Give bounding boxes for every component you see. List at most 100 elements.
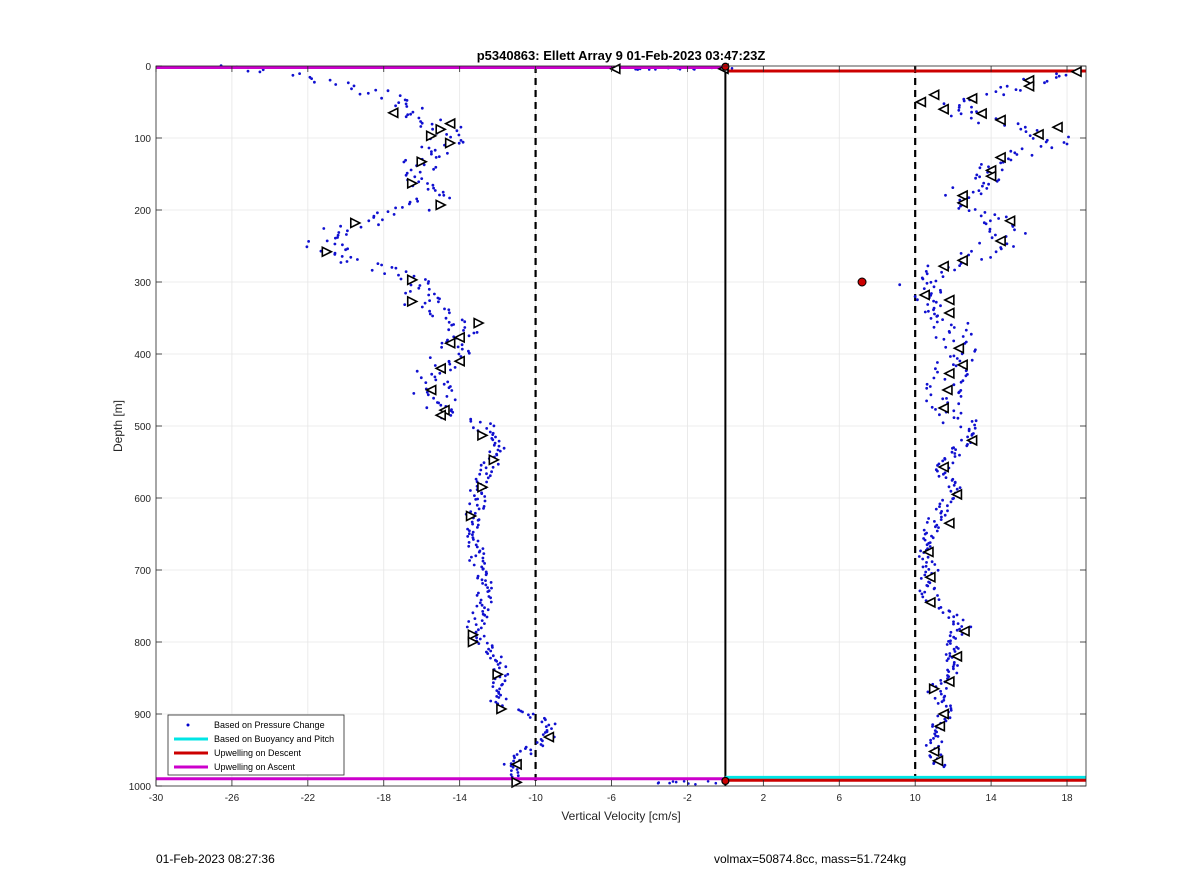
pressure-change-point: [409, 112, 412, 116]
pressure-change-point: [541, 733, 545, 736]
pressure-change-point: [424, 381, 428, 384]
pressure-change-point: [453, 398, 457, 402]
pressure-change-point: [544, 725, 548, 728]
pressure-change-point: [485, 615, 489, 619]
pressure-change-point: [432, 396, 435, 400]
pressure-change-point: [383, 272, 386, 275]
pressure-change-point: [517, 708, 520, 712]
pressure-change-point: [953, 650, 957, 653]
pressure-change-point: [488, 474, 492, 478]
triangle-marker: [510, 758, 522, 771]
pressure-change-point: [502, 446, 506, 450]
pressure-change-point: [489, 656, 492, 660]
pressure-change-point: [475, 604, 479, 608]
pressure-change-point: [472, 426, 475, 430]
triangle-marker: [467, 629, 480, 641]
x-tick-label: 10: [910, 793, 922, 804]
pressure-change-point: [529, 748, 533, 752]
pressure-change-point: [952, 615, 956, 619]
pressure-change-point: [927, 309, 930, 313]
pressure-change-point: [420, 177, 424, 181]
pressure-change-point: [366, 91, 370, 95]
pressure-change-point: [919, 577, 923, 580]
y-tick-label: 400: [134, 350, 151, 361]
pressure-change-point: [457, 352, 461, 356]
pressure-change-point: [973, 426, 977, 430]
triangle-marker: [965, 434, 978, 447]
pressure-change-point: [977, 121, 980, 125]
pressure-change-point: [960, 625, 964, 628]
horizontal-lines: [156, 65, 1086, 782]
pressure-change-point: [492, 443, 496, 447]
pressure-change-point: [1019, 127, 1023, 131]
pressure-change-point: [1014, 88, 1018, 91]
pressure-change-point: [1050, 146, 1054, 150]
pressure-change-point: [420, 305, 424, 309]
pressure-change-point: [476, 576, 479, 580]
pressure-change-point: [959, 395, 963, 398]
pressure-change-point: [960, 438, 963, 442]
pressure-change-point: [397, 101, 401, 104]
pressure-change-point: [437, 300, 440, 304]
pressure-change-point: [469, 510, 473, 513]
pressure-change-point: [423, 301, 427, 305]
x-tick-label: -18: [377, 793, 392, 804]
pressure-change-point: [989, 219, 992, 223]
pressure-change-point: [1035, 129, 1039, 132]
pressure-change-point: [499, 693, 502, 697]
pressure-change-point: [394, 104, 397, 108]
footer-stats: volmax=50874.8cc, mass=51.724kg: [714, 852, 907, 866]
triangle-marker: [416, 155, 429, 168]
pressure-change-point: [419, 125, 423, 128]
pressure-change-point: [934, 525, 937, 529]
triangle-marker: [994, 114, 1006, 126]
pressure-change-point: [929, 294, 933, 297]
pressure-change-point: [925, 561, 928, 564]
pressure-change-point: [359, 225, 363, 229]
pressure-change-point: [380, 263, 383, 267]
pressure-change-point: [498, 449, 502, 453]
pressure-change-point: [497, 696, 501, 699]
pressure-change-point: [491, 685, 495, 688]
pressure-change-point: [956, 416, 960, 420]
triangle-marker: [496, 703, 508, 715]
pressure-change-point: [420, 106, 424, 110]
pressure-change-point: [467, 351, 471, 355]
pressure-change-point: [434, 378, 438, 382]
pressure-change-point: [468, 529, 471, 533]
pressure-change-point: [486, 476, 490, 480]
pressure-change-point: [947, 616, 951, 619]
pressure-change-point: [936, 469, 939, 473]
pressure-change-point: [925, 382, 929, 386]
pressure-change-point: [333, 242, 337, 246]
pressure-change-point: [965, 444, 969, 448]
surface-zero-point: [721, 62, 730, 71]
pressure-change-point: [933, 696, 937, 700]
pressure-change-point: [346, 81, 350, 85]
pressure-change-point: [550, 727, 553, 730]
pressure-change-point: [482, 552, 486, 555]
triangle-marker: [473, 317, 485, 329]
pressure-change-point: [951, 665, 955, 668]
pressure-change-point: [952, 409, 956, 413]
pressure-change-point: [978, 241, 981, 245]
pressure-change-point: [1005, 242, 1009, 246]
pressure-change-point: [1039, 145, 1043, 148]
pressure-change-point: [1012, 245, 1015, 248]
pressure-change-point: [942, 696, 946, 699]
pressure-change-point: [1016, 122, 1020, 126]
pressure-change-point: [941, 498, 944, 502]
pressure-change-point: [949, 708, 953, 712]
pressure-change-point: [959, 204, 962, 208]
pressure-change-point: [970, 249, 973, 253]
pressure-change-point: [931, 725, 934, 728]
pressure-change-point: [1020, 147, 1024, 151]
pressure-change-point: [417, 180, 421, 184]
pressure-change-point: [970, 420, 974, 423]
pressure-change-point: [432, 167, 435, 171]
pressure-change-point: [942, 102, 946, 106]
pressure-change-point: [528, 716, 532, 719]
pressure-change-point: [492, 681, 495, 685]
pressure-change-point: [438, 193, 441, 197]
pressure-change-point: [473, 511, 477, 515]
